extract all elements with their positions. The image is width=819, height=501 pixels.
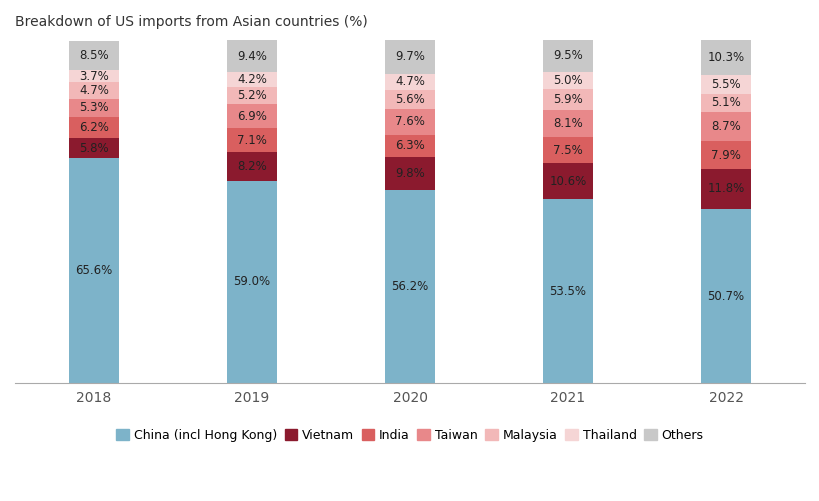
Bar <box>700 209 750 383</box>
Bar <box>69 138 119 158</box>
Text: 10.3%: 10.3% <box>707 51 744 64</box>
Bar <box>384 190 435 383</box>
Bar <box>542 89 593 110</box>
Bar <box>542 110 593 137</box>
Text: 5.1%: 5.1% <box>710 96 740 109</box>
Text: 5.5%: 5.5% <box>710 78 740 91</box>
Bar <box>542 199 593 383</box>
Bar <box>69 117 119 138</box>
Bar <box>384 90 435 109</box>
Bar <box>226 104 277 128</box>
Bar <box>69 83 119 99</box>
Bar <box>69 70 119 83</box>
Bar <box>384 74 435 90</box>
Text: 7.9%: 7.9% <box>710 148 740 161</box>
Legend: China (incl Hong Kong), Vietnam, India, Taiwan, Malaysia, Thailand, Others: China (incl Hong Kong), Vietnam, India, … <box>111 424 708 447</box>
Bar <box>700 75 750 94</box>
Text: 50.7%: 50.7% <box>707 290 744 303</box>
Text: 5.9%: 5.9% <box>553 93 582 106</box>
Bar <box>226 128 277 152</box>
Text: 5.8%: 5.8% <box>79 141 109 154</box>
Bar <box>700 169 750 209</box>
Text: 5.0%: 5.0% <box>553 74 582 87</box>
Text: 6.9%: 6.9% <box>237 110 267 123</box>
Bar <box>542 72 593 89</box>
Text: 59.0%: 59.0% <box>233 276 270 289</box>
Text: 8.7%: 8.7% <box>710 120 740 133</box>
Text: 5.2%: 5.2% <box>237 89 266 102</box>
Bar <box>69 158 119 383</box>
Text: 5.6%: 5.6% <box>395 93 424 106</box>
Text: 56.2%: 56.2% <box>391 280 428 293</box>
Bar <box>542 137 593 163</box>
Bar <box>700 94 750 112</box>
Text: 11.8%: 11.8% <box>707 182 744 195</box>
Text: 4.2%: 4.2% <box>237 73 267 86</box>
Text: 6.2%: 6.2% <box>79 121 109 134</box>
Bar <box>226 40 277 72</box>
Bar <box>700 141 750 169</box>
Bar <box>542 40 593 72</box>
Bar <box>384 109 435 135</box>
Text: 9.8%: 9.8% <box>395 167 424 180</box>
Text: Breakdown of US imports from Asian countries (%): Breakdown of US imports from Asian count… <box>15 15 367 29</box>
Text: 6.3%: 6.3% <box>395 139 424 152</box>
Text: 8.2%: 8.2% <box>237 160 266 173</box>
Bar <box>700 40 750 75</box>
Bar <box>542 163 593 199</box>
Bar <box>384 135 435 157</box>
Text: 10.6%: 10.6% <box>549 175 586 188</box>
Bar <box>384 157 435 190</box>
Bar <box>226 180 277 383</box>
Text: 8.1%: 8.1% <box>553 117 582 130</box>
Text: 4.7%: 4.7% <box>79 84 109 97</box>
Text: 53.5%: 53.5% <box>549 285 586 298</box>
Bar <box>69 99 119 117</box>
Text: 9.7%: 9.7% <box>395 51 424 64</box>
Text: 7.1%: 7.1% <box>237 134 267 147</box>
Text: 9.5%: 9.5% <box>553 49 582 62</box>
Text: 4.7%: 4.7% <box>395 75 424 88</box>
Bar <box>226 87 277 104</box>
Bar <box>226 152 277 180</box>
Text: 5.3%: 5.3% <box>79 101 109 114</box>
Text: 8.5%: 8.5% <box>79 49 109 62</box>
Text: 7.5%: 7.5% <box>553 144 582 157</box>
Bar <box>69 41 119 70</box>
Text: 7.6%: 7.6% <box>395 115 424 128</box>
Text: 9.4%: 9.4% <box>237 50 267 63</box>
Text: 65.6%: 65.6% <box>75 264 112 277</box>
Bar <box>384 40 435 74</box>
Text: 3.7%: 3.7% <box>79 70 109 83</box>
Bar <box>226 72 277 87</box>
Bar <box>700 112 750 141</box>
